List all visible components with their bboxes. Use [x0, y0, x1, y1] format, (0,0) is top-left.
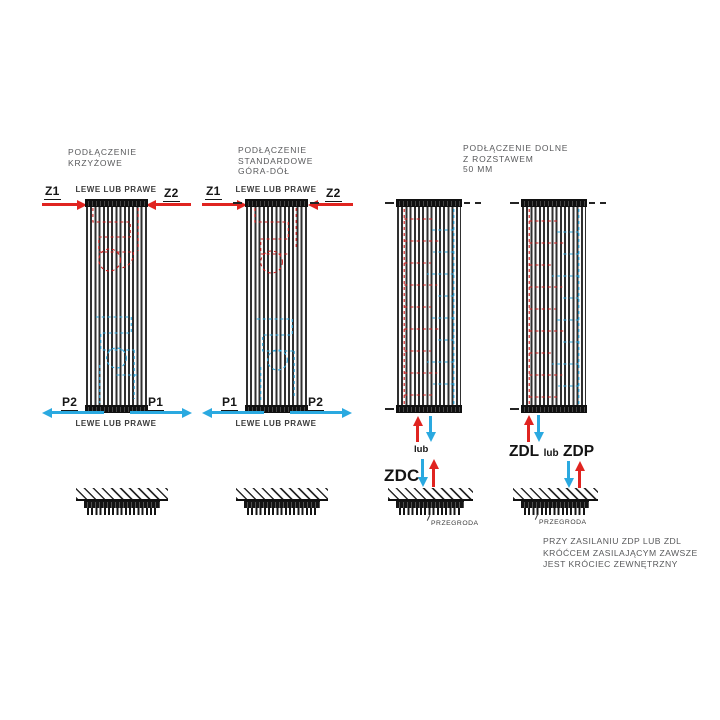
leader-line: [426, 515, 431, 521]
flow-lines: [254, 208, 297, 403]
supply-arrow-right-icon: [42, 203, 78, 206]
flow-lines: [528, 209, 580, 404]
return-p2-label: P2: [61, 395, 79, 411]
radiator-plan-view: [244, 501, 320, 515]
radiator-plan-view: [521, 501, 589, 515]
dash-mark: [233, 202, 242, 204]
radiator-top-header: [85, 199, 148, 207]
return-arrow-right-icon: [290, 411, 343, 414]
or-label: lub: [543, 448, 559, 459]
dash-mark: [589, 202, 606, 204]
partition-label: PRZEGRODA: [431, 520, 479, 527]
radiator-plan-view: [396, 501, 464, 515]
radiator-plan-view: [84, 501, 160, 515]
bottom-direction-note: LEWE LUB PRAWE: [235, 419, 317, 428]
supply-z1-label: Z1: [44, 184, 61, 200]
dash-mark: [510, 408, 519, 410]
top-direction-note: LEWE LUB PRAWE: [75, 185, 157, 194]
zdp-label: ZDP: [563, 443, 595, 460]
supply-up-arrow-icon: [432, 468, 435, 487]
radiator-top-header: [396, 199, 462, 207]
dash-mark: [385, 202, 394, 204]
radiator-crossing: [85, 199, 148, 413]
supply-z1-label: Z1: [205, 184, 222, 200]
return-arrow-left-icon: [51, 411, 104, 414]
bottom-direction-note: LEWE LUB PRAWE: [75, 419, 157, 428]
supply-up-arrow-icon: [527, 424, 530, 442]
return-down-arrow-icon: [567, 461, 570, 479]
radiator-tubes: [397, 207, 461, 405]
section-title-standard: PODŁĄCZENIE STANDARDOWE GÓRA-DÓŁ: [238, 145, 314, 176]
return-p2-label: P2: [307, 395, 325, 411]
wall-hatch: [76, 488, 168, 501]
radiator-standard: [245, 199, 308, 413]
return-p1-label: P1: [221, 395, 239, 411]
supply-z2-label: Z2: [163, 186, 180, 202]
supply-arrow-right-icon: [202, 203, 238, 206]
wall-hatch: [513, 488, 598, 501]
flow-lines: [403, 209, 455, 404]
top-direction-note: LEWE LUB PRAWE: [235, 185, 317, 194]
return-p1-label: P1: [147, 395, 165, 411]
zdl-zdp-label: ZDL lub ZDP: [509, 443, 594, 461]
radiator-tubes: [522, 207, 586, 405]
zdc-label: ZDC: [384, 466, 420, 485]
return-down-arrow-icon: [537, 415, 540, 433]
radiator-tubes: [246, 207, 307, 405]
section-title-crossing: PODŁĄCZENIE KRZYŻOWE: [68, 147, 137, 168]
return-down-arrow-icon: [429, 416, 432, 433]
dash-mark: [510, 202, 519, 204]
radiator-bottom-header: [85, 405, 148, 413]
return-arrow-right-icon: [130, 411, 183, 414]
return-down-arrow-icon: [421, 459, 424, 478]
dash-mark: [385, 408, 394, 410]
or-label: lub: [414, 444, 429, 455]
dash-mark: [310, 202, 319, 204]
radiator-tubes: [86, 207, 147, 405]
zdl-label: ZDL: [509, 443, 540, 460]
flow-lines: [92, 208, 139, 403]
section-title-bottom50: PODŁĄCZENIE DOLNE Z ROZSTAWEM 50 MM: [463, 143, 569, 174]
supply-up-arrow-icon: [416, 425, 419, 442]
supply-z2-label: Z2: [325, 186, 342, 202]
footnote: PRZY ZASILANIU ZDP LUB ZDL KRÓĆCEM ZASIL…: [543, 536, 698, 569]
radiator-top-header: [245, 199, 308, 207]
radiator-top-header: [521, 199, 587, 207]
wall-hatch: [388, 488, 473, 501]
partition-label: PRZEGRODA: [539, 519, 587, 526]
radiator-bottom-header: [396, 405, 462, 413]
supply-arrow-left-icon: [317, 203, 353, 206]
radiator-bottom-header: [521, 405, 587, 413]
supply-arrow-left-icon: [155, 203, 191, 206]
return-arrow-left-icon: [211, 411, 264, 414]
radiator-bottom-header: [245, 405, 308, 413]
radiator-zdc: [396, 199, 462, 413]
radiator-zdl-zdp: [521, 199, 587, 413]
wall-hatch: [236, 488, 328, 501]
dash-mark: [464, 202, 481, 204]
supply-up-arrow-icon: [578, 470, 581, 488]
